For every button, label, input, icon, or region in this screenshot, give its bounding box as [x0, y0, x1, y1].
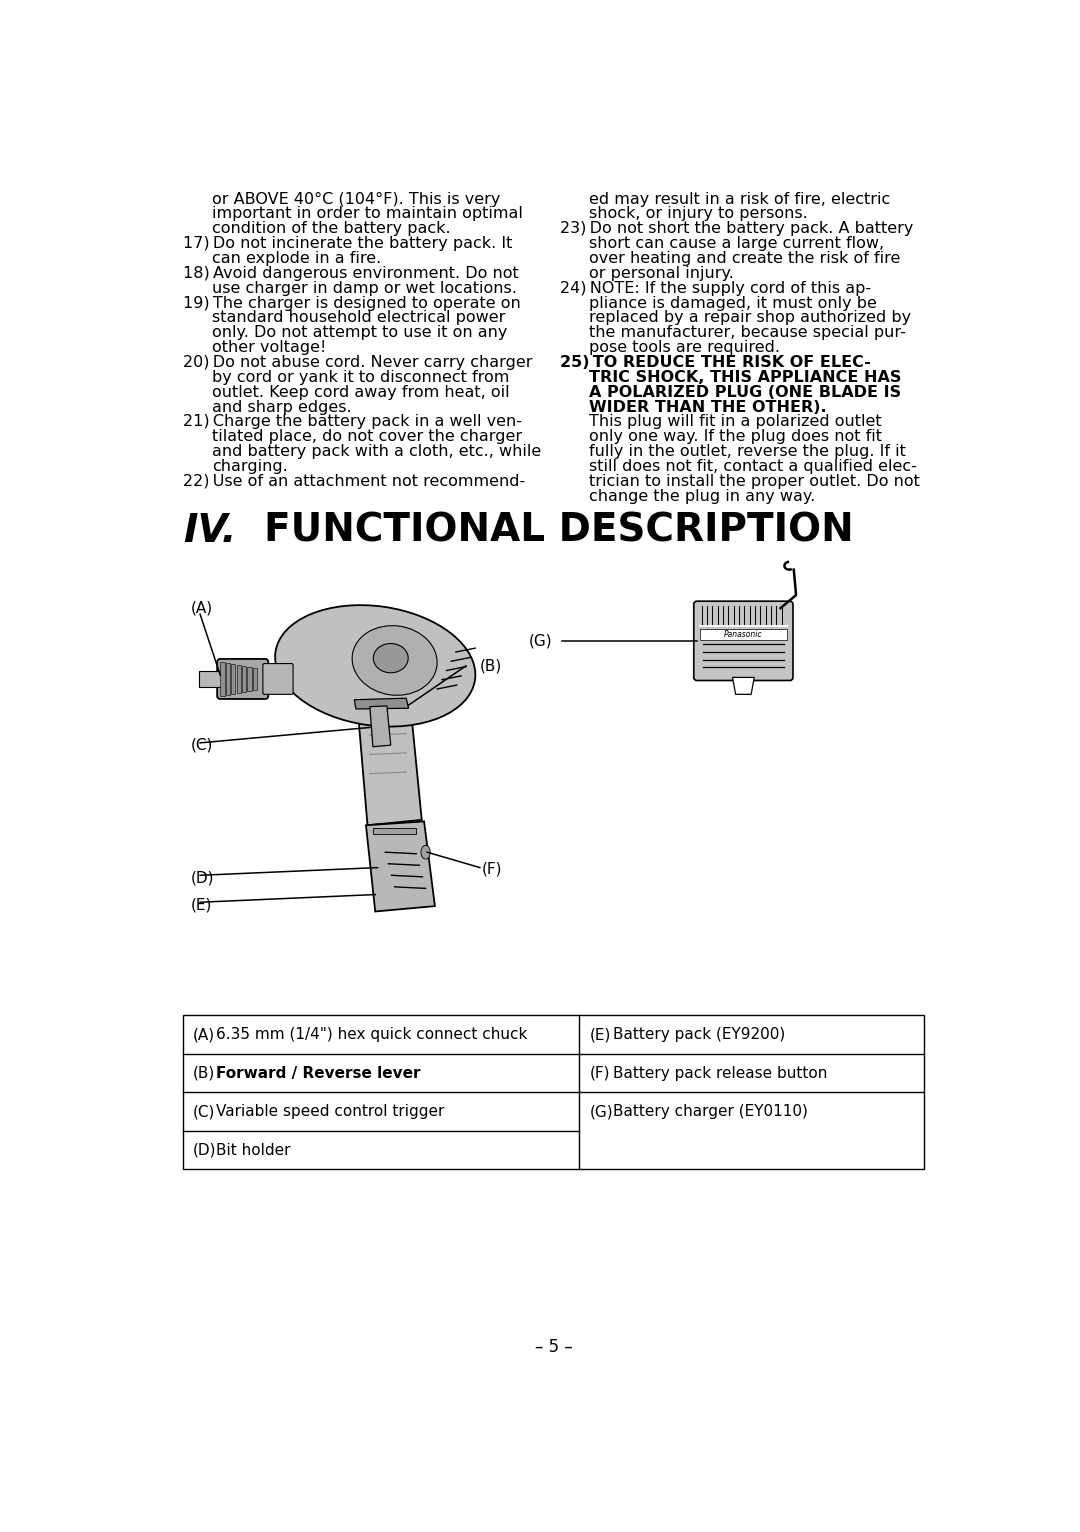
Text: 17) Do not incinerate the battery pack. It: 17) Do not incinerate the battery pack. …: [183, 236, 512, 251]
Text: Bit holder: Bit holder: [216, 1143, 291, 1158]
Text: (D): (D): [193, 1143, 217, 1158]
FancyBboxPatch shape: [217, 659, 268, 699]
Ellipse shape: [421, 846, 430, 859]
Text: (B): (B): [480, 659, 502, 674]
Text: change the plug in any way.: change the plug in any way.: [590, 489, 815, 504]
Text: outlet. Keep cord away from heat, oil: outlet. Keep cord away from heat, oil: [213, 385, 510, 400]
Text: over heating and create the risk of fire: over heating and create the risk of fire: [590, 251, 901, 267]
Text: (D): (D): [191, 870, 214, 885]
Text: (B): (B): [193, 1066, 215, 1080]
Text: (F): (F): [590, 1066, 610, 1080]
Text: tilated place, do not cover the charger: tilated place, do not cover the charger: [213, 429, 523, 444]
Polygon shape: [354, 699, 408, 709]
Text: short can cause a large current flow,: short can cause a large current flow,: [590, 236, 885, 251]
Text: ed may result in a risk of fire, electric: ed may result in a risk of fire, electri…: [590, 192, 890, 207]
Text: shock, or injury to persons.: shock, or injury to persons.: [590, 207, 808, 222]
Bar: [237, 665, 241, 692]
Text: and battery pack with a cloth, etc., while: and battery pack with a cloth, etc., whi…: [213, 444, 542, 460]
Text: 25) TO REDUCE THE RISK OF ELEC-: 25) TO REDUCE THE RISK OF ELEC-: [559, 355, 870, 371]
Text: A POLARIZED PLUG (ONE BLADE IS: A POLARIZED PLUG (ONE BLADE IS: [590, 385, 902, 400]
Text: (G): (G): [590, 1105, 613, 1120]
Text: This plug will fit in a polarized outlet: This plug will fit in a polarized outlet: [590, 415, 881, 429]
FancyBboxPatch shape: [262, 663, 293, 694]
Text: 22) Use of an attachment not recommend-: 22) Use of an attachment not recommend-: [183, 473, 525, 489]
Text: 19) The charger is designed to operate on: 19) The charger is designed to operate o…: [183, 296, 521, 311]
Text: by cord or yank it to disconnect from: by cord or yank it to disconnect from: [213, 369, 510, 385]
Bar: [183, 1016, 924, 1169]
Text: condition of the battery pack.: condition of the battery pack.: [213, 221, 451, 236]
Text: the manufacturer, because special pur-: the manufacturer, because special pur-: [590, 325, 906, 340]
Ellipse shape: [352, 625, 437, 696]
Text: WIDER THAN THE OTHER).: WIDER THAN THE OTHER).: [590, 400, 827, 415]
Bar: [226, 663, 230, 696]
Text: (F): (F): [482, 861, 502, 876]
Polygon shape: [366, 821, 435, 912]
Ellipse shape: [374, 643, 408, 673]
Text: only one way. If the plug does not fit: only one way. If the plug does not fit: [590, 429, 882, 444]
Text: charging.: charging.: [213, 460, 288, 473]
Text: (E): (E): [191, 898, 212, 912]
Bar: [220, 662, 225, 696]
Text: use charger in damp or wet locations.: use charger in damp or wet locations.: [213, 280, 517, 296]
Text: FUNCTIONAL DESCRIPTION: FUNCTIONAL DESCRIPTION: [265, 512, 854, 550]
Polygon shape: [357, 702, 422, 826]
Text: IV.: IV.: [183, 512, 237, 550]
Text: can explode in a fire.: can explode in a fire.: [213, 251, 381, 267]
Bar: [700, 630, 786, 640]
Text: only. Do not attempt to use it on any: only. Do not attempt to use it on any: [213, 325, 508, 340]
FancyBboxPatch shape: [693, 601, 793, 680]
Bar: [699, 625, 787, 628]
Text: pose tools are required.: pose tools are required.: [590, 340, 780, 355]
Text: (C): (C): [193, 1105, 216, 1120]
Text: Variable speed control trigger: Variable speed control trigger: [216, 1105, 445, 1120]
Polygon shape: [369, 706, 391, 746]
Text: (C): (C): [191, 738, 213, 752]
Text: 24) NOTE: If the supply cord of this ap-: 24) NOTE: If the supply cord of this ap-: [559, 280, 870, 296]
Text: fully in the outlet, reverse the plug. If it: fully in the outlet, reverse the plug. I…: [590, 444, 906, 460]
Text: 20) Do not abuse cord. Never carry charger: 20) Do not abuse cord. Never carry charg…: [183, 355, 532, 371]
Bar: [247, 666, 252, 691]
Text: pliance is damaged, it must only be: pliance is damaged, it must only be: [590, 296, 877, 311]
Text: (G): (G): [528, 633, 552, 648]
Text: standard household electrical power: standard household electrical power: [213, 311, 505, 325]
Text: or ABOVE 40°C (104°F). This is very: or ABOVE 40°C (104°F). This is very: [213, 192, 501, 207]
Text: (A): (A): [191, 601, 213, 616]
Text: or personal injury.: or personal injury.: [590, 267, 734, 280]
Text: still does not fit, contact a qualified elec-: still does not fit, contact a qualified …: [590, 460, 917, 473]
Text: trician to install the proper outlet. Do not: trician to install the proper outlet. Do…: [590, 473, 920, 489]
Text: Battery pack release button: Battery pack release button: [612, 1066, 827, 1080]
Text: other voltage!: other voltage!: [213, 340, 327, 355]
Text: replaced by a repair shop authorized by: replaced by a repair shop authorized by: [590, 311, 912, 325]
Text: (E): (E): [590, 1026, 611, 1042]
Text: 6.35 mm (1/4") hex quick connect chuck: 6.35 mm (1/4") hex quick connect chuck: [216, 1026, 528, 1042]
Text: – 5 –: – 5 –: [535, 1337, 572, 1356]
Bar: [200, 671, 221, 686]
Bar: [373, 827, 416, 835]
Text: Battery charger (EY0110): Battery charger (EY0110): [612, 1105, 808, 1120]
Bar: [231, 663, 235, 694]
Bar: [242, 666, 246, 692]
Ellipse shape: [275, 605, 475, 726]
Text: 21) Charge the battery pack in a well ven-: 21) Charge the battery pack in a well ve…: [183, 415, 522, 429]
Text: (A): (A): [193, 1026, 215, 1042]
Text: Panasonic: Panasonic: [724, 630, 762, 639]
Text: TRIC SHOCK, THIS APPLIANCE HAS: TRIC SHOCK, THIS APPLIANCE HAS: [590, 369, 902, 385]
Bar: [253, 668, 257, 689]
Text: Battery pack (EY9200): Battery pack (EY9200): [612, 1026, 785, 1042]
Polygon shape: [732, 677, 754, 694]
Text: important in order to maintain optimal: important in order to maintain optimal: [213, 207, 524, 222]
Text: 23) Do not short the battery pack. A battery: 23) Do not short the battery pack. A bat…: [559, 221, 913, 236]
Text: and sharp edges.: and sharp edges.: [213, 400, 352, 415]
Text: Forward / Reverse lever: Forward / Reverse lever: [216, 1066, 421, 1080]
Text: 18) Avoid dangerous environment. Do not: 18) Avoid dangerous environment. Do not: [183, 267, 518, 280]
